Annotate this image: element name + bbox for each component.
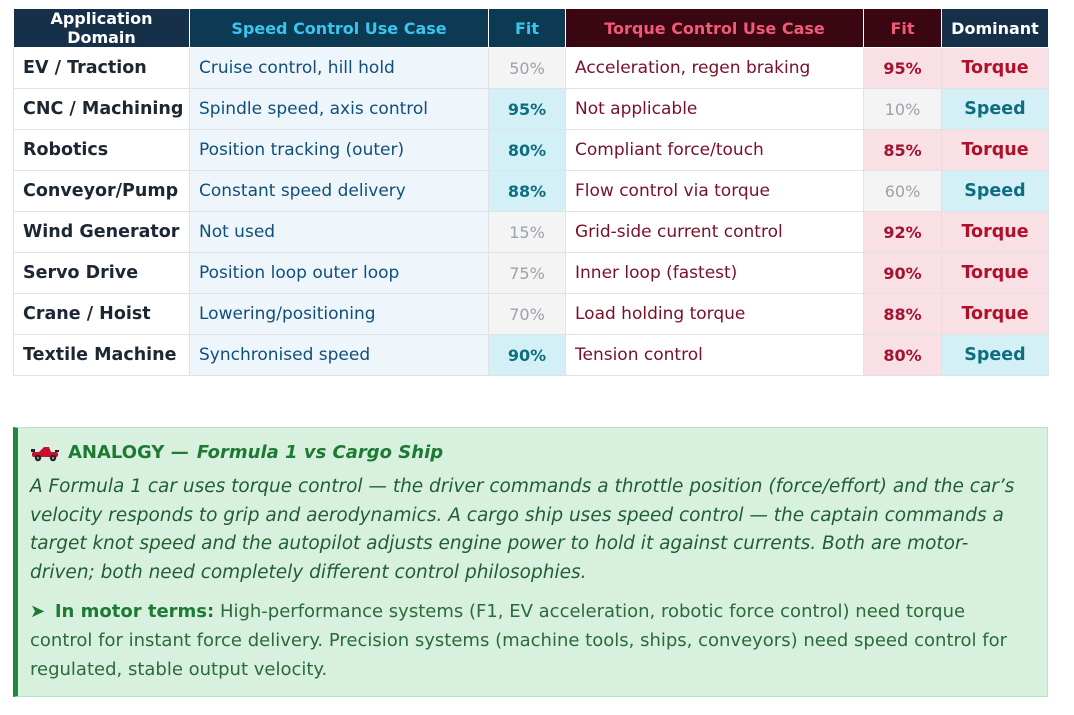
speed-use-case-cell: Lowering/positioning — [189, 293, 489, 335]
domain-cell: CNC / Machining — [13, 88, 190, 130]
header-dominant: Dominant — [941, 8, 1049, 48]
table-row: Textile Machine Synchronised speed 90% T… — [13, 334, 1049, 376]
header-speed-fit: Fit — [488, 8, 566, 48]
dominant-cell: Torque — [941, 129, 1049, 171]
table-row: Crane / Hoist Lowering/positioning 70% L… — [13, 293, 1049, 335]
header-speed-use-case: Speed Control Use Case — [189, 8, 489, 48]
dominant-cell: Speed — [941, 88, 1049, 130]
speed-use-case-cell: Position tracking (outer) — [189, 129, 489, 171]
speed-use-case-cell: Not used — [189, 211, 489, 253]
torque-fit-cell: 60% — [863, 170, 942, 212]
speed-use-case-cell: Spindle speed, axis control — [189, 88, 489, 130]
analogy-callout: ANALOGY — Formula 1 vs Cargo Ship A Form… — [13, 427, 1048, 697]
header-torque-use-case: Torque Control Use Case — [565, 8, 864, 48]
header-application-domain: Application Domain — [13, 8, 190, 48]
dominant-cell: Torque — [941, 252, 1049, 294]
torque-fit-cell: 95% — [863, 47, 942, 89]
motor-terms-text: High-performance systems (F1, EV acceler… — [30, 601, 1008, 680]
torque-use-case-cell: Flow control via torque — [565, 170, 864, 212]
table-body: EV / Traction Cruise control, hill hold … — [13, 47, 1049, 376]
torque-fit-cell: 80% — [863, 334, 942, 376]
torque-fit-cell: 88% — [863, 293, 942, 335]
table-row: Robotics Position tracking (outer) 80% C… — [13, 129, 1049, 171]
torque-use-case-cell: Load holding torque — [565, 293, 864, 335]
analogy-body: A Formula 1 car uses torque control — th… — [30, 476, 1015, 583]
speed-fit-cell: 75% — [488, 252, 566, 294]
speed-use-case-cell: Position loop outer loop — [189, 252, 489, 294]
header-torque-fit: Fit — [863, 8, 942, 48]
dominant-cell: Torque — [941, 293, 1049, 335]
table-header: Application Domain Speed Control Use Cas… — [13, 8, 1049, 48]
torque-use-case-cell: Inner loop (fastest) — [565, 252, 864, 294]
race-car-icon — [31, 446, 59, 461]
torque-use-case-cell: Not applicable — [565, 88, 864, 130]
speed-fit-cell: 90% — [488, 334, 566, 376]
domain-cell: Servo Drive — [13, 252, 190, 294]
torque-fit-cell: 85% — [863, 129, 942, 171]
dominant-cell: Torque — [941, 211, 1049, 253]
torque-use-case-cell: Acceleration, regen braking — [565, 47, 864, 89]
torque-use-case-cell: Tension control — [565, 334, 864, 376]
dominant-cell: Torque — [941, 47, 1049, 89]
speed-use-case-cell: Synchronised speed — [189, 334, 489, 376]
domain-cell: Crane / Hoist — [13, 293, 190, 335]
table-row: Wind Generator Not used 15% Grid-side cu… — [13, 211, 1049, 253]
table-row: Conveyor/Pump Constant speed delivery 88… — [13, 170, 1049, 212]
speed-fit-cell: 15% — [488, 211, 566, 253]
speed-fit-cell: 80% — [488, 129, 566, 171]
domain-cell: Robotics — [13, 129, 190, 171]
torque-fit-cell: 90% — [863, 252, 942, 294]
analogy-subtitle: Formula 1 vs Cargo Ship — [196, 442, 444, 463]
comparison-table: Application Domain Speed Control Use Cas… — [13, 8, 1049, 376]
motor-terms-lead: In motor terms: — [54, 601, 215, 622]
speed-fit-cell: 88% — [488, 170, 566, 212]
torque-fit-cell: 10% — [863, 88, 942, 130]
table-row: EV / Traction Cruise control, hill hold … — [13, 47, 1049, 89]
speed-fit-cell: 70% — [488, 293, 566, 335]
speed-fit-cell: 50% — [488, 47, 566, 89]
table-row: CNC / Machining Spindle speed, axis cont… — [13, 88, 1049, 130]
torque-fit-cell: 92% — [863, 211, 942, 253]
speed-fit-cell: 95% — [488, 88, 566, 130]
analogy-title: ANALOGY — — [68, 442, 189, 463]
dominant-cell: Speed — [941, 170, 1049, 212]
speed-use-case-cell: Constant speed delivery — [189, 170, 489, 212]
torque-use-case-cell: Compliant force/touch — [565, 129, 864, 171]
table-row: Servo Drive Position loop outer loop 75%… — [13, 252, 1049, 294]
torque-use-case-cell: Grid-side current control — [565, 211, 864, 253]
arrow-icon: ➤ — [30, 601, 46, 622]
domain-cell: Textile Machine — [13, 334, 190, 376]
domain-cell: Wind Generator — [13, 211, 190, 253]
domain-cell: EV / Traction — [13, 47, 190, 89]
domain-cell: Conveyor/Pump — [13, 170, 190, 212]
analogy-heading: ANALOGY — Formula 1 vs Cargo Ship — [30, 442, 1031, 463]
dominant-cell: Speed — [941, 334, 1049, 376]
motor-terms-paragraph: ➤ In motor terms: High-performance syste… — [30, 597, 1031, 684]
speed-use-case-cell: Cruise control, hill hold — [189, 47, 489, 89]
